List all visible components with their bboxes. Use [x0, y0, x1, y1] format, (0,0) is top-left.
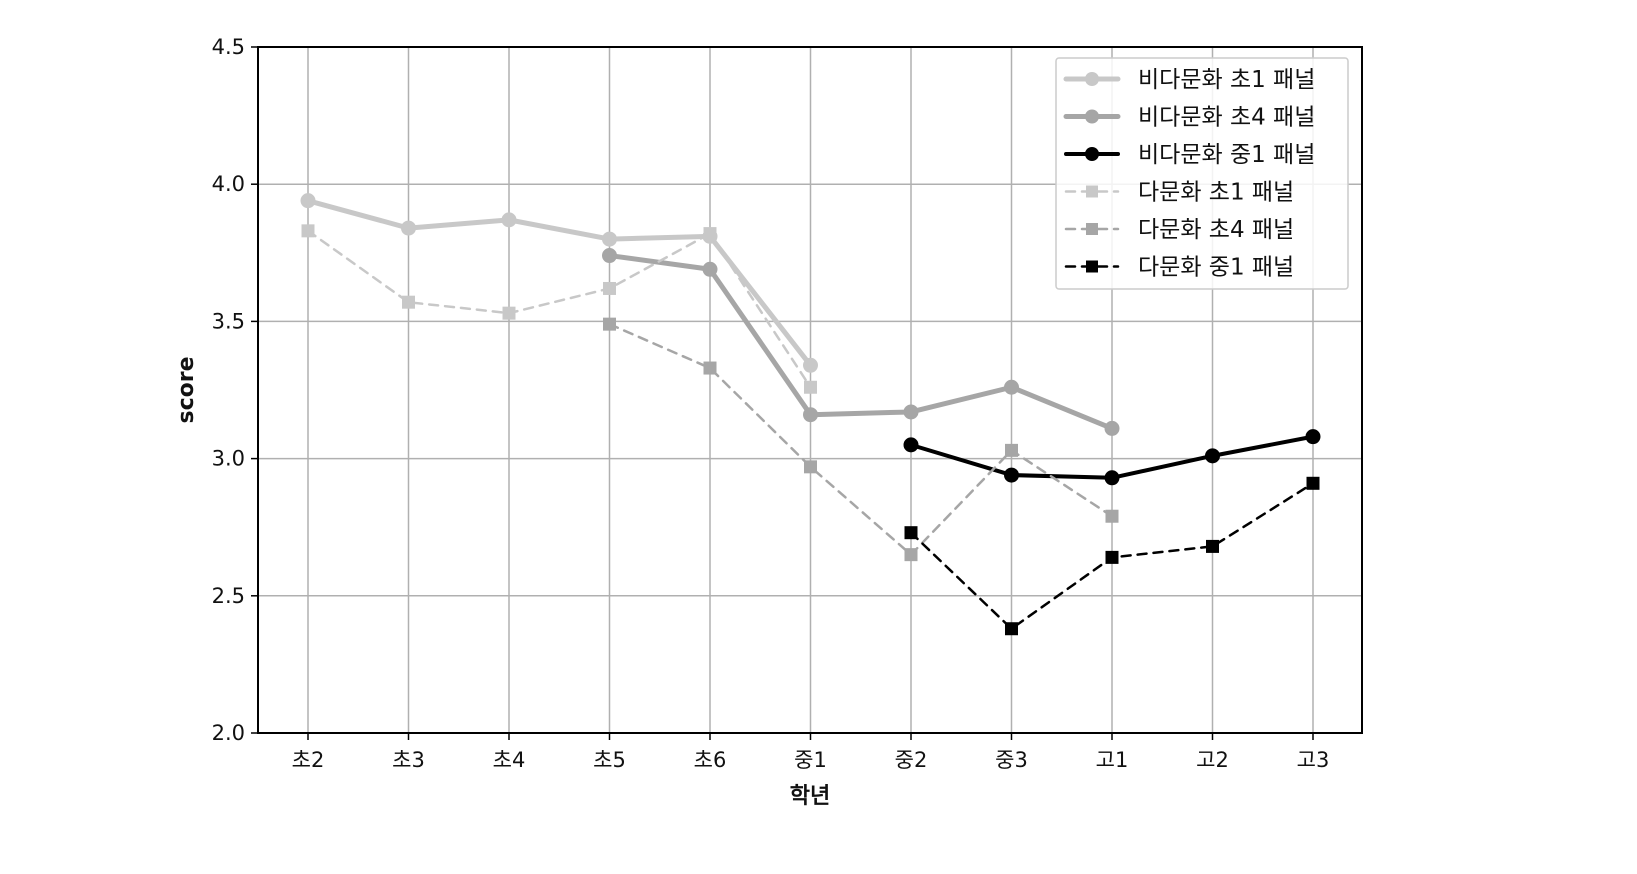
x-tick-label: 중3: [995, 748, 1028, 772]
legend-label: 비다문화 초1 패널: [1138, 67, 1315, 93]
data-point: [300, 193, 316, 209]
data-point: [602, 231, 617, 247]
data-point: [501, 212, 517, 228]
data-point: [603, 281, 616, 295]
x-tick-label: 초6: [694, 748, 727, 772]
y-tick-label: 4.0: [212, 172, 245, 196]
data-point: [803, 407, 818, 423]
x-tick-label: 중2: [895, 748, 928, 772]
data-point: [1005, 443, 1018, 457]
y-tick-label: 2.0: [212, 721, 245, 745]
y-tick-label: 4.5: [212, 35, 245, 59]
x-tick-label: 고1: [1096, 748, 1129, 772]
data-point: [903, 437, 919, 453]
series-1: [300, 193, 818, 373]
data-point: [903, 404, 919, 420]
data-point: [1206, 539, 1219, 553]
data-point: [804, 460, 817, 474]
data-point: [301, 224, 315, 238]
data-point: [803, 357, 818, 373]
legend-marker: [1085, 109, 1099, 124]
legend-box: [1055, 57, 1349, 290]
legend-item: 다문화 초1 패널: [1064, 180, 1294, 206]
data-point: [1105, 509, 1119, 523]
data-point: [1105, 550, 1119, 564]
legend-item: 비다문화 초4 패널: [1063, 105, 1315, 131]
series-4: [301, 224, 817, 394]
legend-marker: [1086, 223, 1098, 235]
x-tick-label: 초4: [493, 748, 526, 772]
x-tick-label: 초3: [392, 748, 425, 772]
series-line: [608, 322, 1114, 556]
data-point: [703, 227, 717, 241]
data-point: [1104, 420, 1120, 436]
data-point: [401, 220, 416, 236]
legend-item: 다문화 중1 패널: [1064, 255, 1294, 281]
data-point: [602, 248, 617, 264]
x-tick-label: 고3: [1297, 748, 1330, 772]
series-line: [306, 229, 812, 389]
legend-label: 비다문화 초4 패널: [1138, 105, 1315, 131]
series-6: [904, 476, 1320, 636]
series-2: [602, 248, 1120, 436]
data-point: [502, 306, 516, 320]
data-point: [702, 261, 718, 277]
data-point: [1004, 467, 1019, 483]
legend-label: 다문화 초1 패널: [1138, 180, 1294, 206]
data-point: [804, 380, 817, 394]
legend-item: 다문화 초4 패널: [1064, 217, 1294, 243]
series-line: [305, 198, 813, 368]
data-point: [1104, 470, 1120, 486]
axis-ticks: 초2 초3 초4 초5 초6 중1 중2 중3 고1 고2 고3 2.0 2.5 3.0 3.5 4.0 4.5: [212, 35, 1330, 772]
legend-item: 비다문화 중1 패널: [1064, 142, 1315, 168]
data-point: [1305, 429, 1321, 445]
legend-marker: [1085, 72, 1099, 86]
x-tick-label: 고2: [1196, 748, 1229, 772]
legend-label: 다문화 초4 패널: [1138, 217, 1294, 243]
data-point: [1306, 476, 1320, 490]
data-point: [402, 295, 415, 309]
series-line: [607, 253, 1115, 431]
y-tick-label: 2.5: [212, 584, 245, 608]
data-point: [904, 526, 918, 540]
x-tick-label: 중1: [794, 748, 827, 772]
legend-label: 다문화 중1 패널: [1138, 255, 1294, 281]
data-point: [603, 317, 616, 331]
y-axis-label: score: [174, 356, 199, 423]
legend-marker: [1086, 260, 1098, 273]
legend-marker: [1085, 147, 1099, 161]
x-tick-label: 초2: [292, 748, 325, 772]
data-point: [703, 361, 717, 375]
series-3: [903, 429, 1321, 486]
series-5: [603, 317, 1119, 562]
data-point: [1205, 448, 1220, 464]
data-point: [1004, 379, 1019, 395]
data-point: [904, 548, 918, 562]
x-tick-label: 초5: [593, 748, 626, 772]
data-point: [1005, 622, 1018, 636]
legend-marker: [1086, 185, 1098, 198]
y-tick-label: 3.5: [212, 309, 245, 333]
legend-label: 비다문화 중1 패널: [1138, 142, 1315, 168]
x-axis-label: 학년: [790, 784, 830, 809]
y-tick-label: 3.0: [212, 447, 245, 471]
legend-item: 비다문화 초1 패널: [1063, 67, 1315, 93]
series-layer: [300, 193, 1321, 636]
